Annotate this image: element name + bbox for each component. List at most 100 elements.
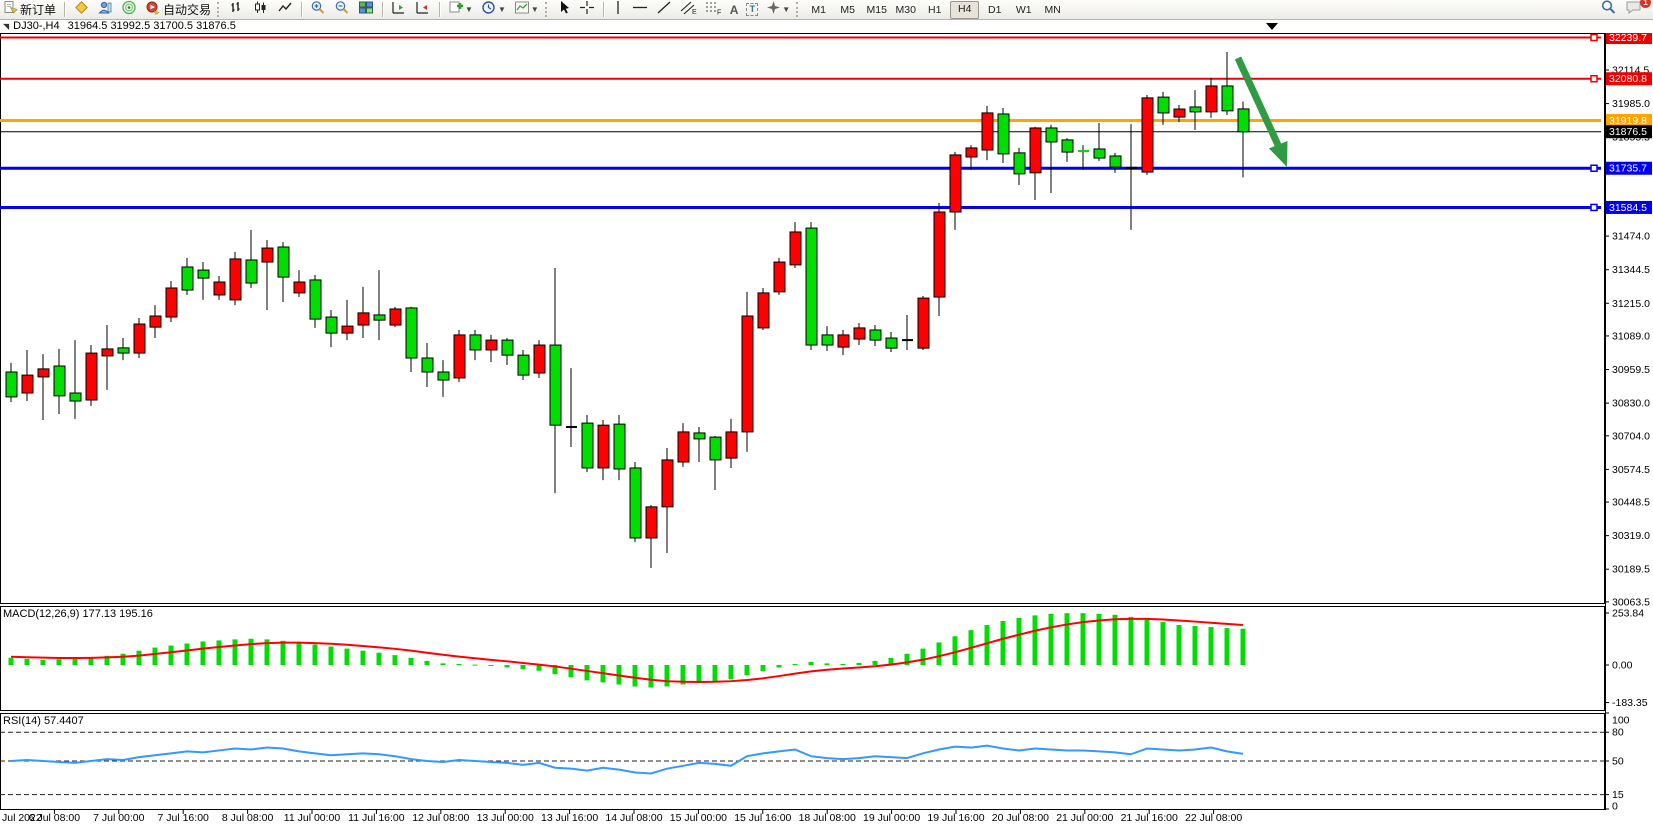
candle[interactable] [549, 268, 562, 494]
search-button[interactable] [1597, 0, 1620, 18]
candle[interactable] [837, 329, 850, 356]
candle[interactable] [229, 251, 242, 306]
candle[interactable] [902, 314, 913, 350]
candle[interactable] [1013, 147, 1026, 186]
timeframe-m5[interactable]: M5 [840, 3, 855, 16]
candle[interactable] [821, 326, 834, 351]
channel-tool-button[interactable]: E [677, 1, 700, 18]
candle[interactable] [597, 419, 610, 481]
templates-button[interactable]: ▼ [511, 1, 542, 18]
candle[interactable] [421, 342, 434, 388]
candlestick-mode-button[interactable] [250, 1, 272, 18]
market-watch-button[interactable] [70, 0, 92, 18]
candle[interactable] [117, 338, 130, 361]
candle[interactable] [645, 505, 658, 569]
arrow-head[interactable] [1268, 141, 1288, 167]
periods-button[interactable]: ▼ [478, 0, 509, 18]
candle[interactable] [1093, 123, 1106, 161]
candle[interactable] [917, 296, 930, 350]
candle[interactable] [485, 334, 498, 363]
candle[interactable] [789, 222, 802, 269]
crosshair-tool-button[interactable] [576, 0, 598, 18]
candle[interactable] [181, 257, 194, 295]
candle[interactable] [341, 299, 354, 341]
add-indicator-button[interactable]: ▼ [445, 1, 476, 18]
line-end-marker[interactable] [1590, 33, 1598, 42]
candle[interactable] [1045, 124, 1058, 194]
candle[interactable] [1126, 124, 1137, 230]
timeframe-mn[interactable]: MN [1044, 3, 1061, 16]
chart-shift-button[interactable] [412, 1, 434, 18]
candle[interactable] [773, 257, 786, 295]
autotrading-button[interactable]: 自动交易 [142, 1, 214, 18]
line-end-marker[interactable] [1590, 164, 1598, 172]
candle[interactable] [469, 329, 482, 361]
candle[interactable] [261, 239, 274, 311]
candle[interactable] [213, 276, 226, 300]
candle[interactable] [309, 275, 322, 328]
timeframe-d1[interactable]: D1 [987, 3, 1002, 16]
auto-scroll-button[interactable] [388, 1, 410, 18]
line-chart-mode-button[interactable] [274, 1, 296, 18]
horizontal-line-tool-button[interactable] [629, 1, 651, 18]
candle[interactable] [805, 222, 818, 350]
candle[interactable] [389, 306, 402, 328]
text-tool-button[interactable]: A [727, 1, 742, 18]
candle[interactable] [677, 423, 690, 467]
fibonacci-tool-button[interactable]: F [702, 1, 725, 18]
arrow-shaft[interactable] [1234, 56, 1282, 147]
candle[interactable] [533, 340, 546, 378]
candle[interactable] [757, 287, 770, 330]
candle[interactable] [37, 354, 50, 420]
candle[interactable] [325, 310, 338, 348]
data-window-button[interactable] [94, 1, 116, 18]
timeframe-w1[interactable]: W1 [1015, 3, 1032, 16]
candle[interactable] [1109, 152, 1122, 173]
timeframe-m1[interactable]: M1 [811, 3, 826, 16]
bar-chart-mode-button[interactable] [226, 1, 248, 18]
zoom-in-button[interactable] [307, 0, 329, 18]
candle[interactable] [981, 105, 994, 161]
candle[interactable] [293, 270, 306, 298]
candle[interactable] [709, 436, 722, 490]
zoom-out-button[interactable] [331, 0, 353, 18]
candle[interactable] [101, 325, 114, 390]
candle[interactable] [885, 332, 898, 353]
notifications-button[interactable]: 1 [1622, 0, 1651, 18]
candle[interactable] [1061, 138, 1074, 162]
candle[interactable] [21, 349, 34, 402]
candle[interactable] [245, 229, 258, 288]
candle[interactable] [965, 145, 978, 170]
new-order-button[interactable]: 新订单 [1, 1, 59, 18]
line-end-marker[interactable] [1590, 74, 1598, 83]
candle[interactable] [853, 322, 866, 346]
candle[interactable] [1237, 101, 1250, 178]
candle[interactable] [69, 340, 82, 419]
candle[interactable] [741, 291, 754, 452]
candle[interactable] [1029, 126, 1042, 201]
candle[interactable] [165, 280, 178, 322]
cursor-tool-button[interactable] [554, 0, 574, 18]
tile-windows-button[interactable] [355, 1, 377, 18]
candle[interactable] [661, 447, 674, 554]
candle[interactable] [85, 345, 98, 406]
candle[interactable] [1157, 91, 1170, 125]
arrows-tool-button[interactable]: ▼ [763, 0, 793, 18]
candle[interactable] [693, 426, 706, 462]
candle[interactable] [933, 202, 946, 316]
candle[interactable] [53, 348, 66, 415]
candle[interactable] [405, 306, 418, 372]
candle[interactable] [149, 305, 162, 339]
candle[interactable] [277, 242, 290, 302]
candle[interactable] [949, 151, 962, 230]
candle[interactable] [501, 338, 514, 365]
candle[interactable] [581, 415, 594, 473]
candle[interactable] [725, 418, 738, 468]
candle[interactable] [1221, 51, 1234, 115]
trendline-tool-button[interactable] [653, 1, 675, 18]
candle[interactable] [566, 368, 577, 447]
candle[interactable] [1078, 145, 1089, 170]
timeframe-m30[interactable]: M30 [895, 3, 916, 16]
candle[interactable] [437, 360, 450, 397]
candle[interactable] [1173, 104, 1186, 122]
